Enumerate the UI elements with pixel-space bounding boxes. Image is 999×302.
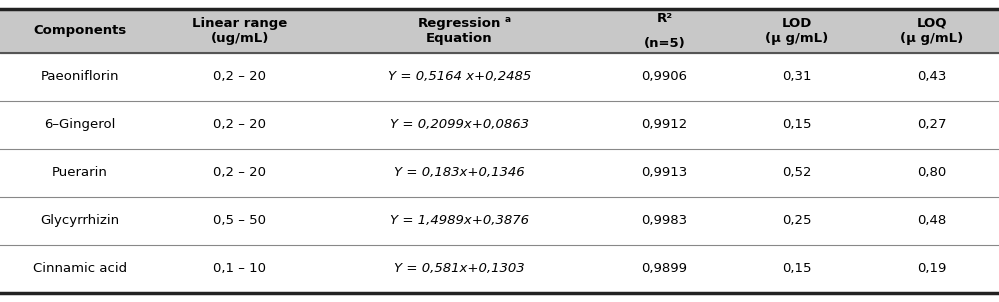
- Text: Y = 0,183x+0,1346: Y = 0,183x+0,1346: [395, 166, 524, 179]
- Text: 0,9906: 0,9906: [641, 70, 687, 83]
- Text: 0,9899: 0,9899: [641, 262, 687, 275]
- Text: Y = 0,5164 x+0,2485: Y = 0,5164 x+0,2485: [388, 70, 531, 83]
- Text: 0,9983: 0,9983: [641, 214, 687, 227]
- Bar: [0, 9, 999, 53]
- Text: Y = 1,4989x+0,3876: Y = 1,4989x+0,3876: [390, 214, 529, 227]
- Text: 0,43: 0,43: [917, 70, 946, 83]
- Text: 0,31: 0,31: [782, 70, 811, 83]
- Text: 0,48: 0,48: [917, 214, 946, 227]
- Text: 0,1 – 10: 0,1 – 10: [213, 262, 267, 275]
- Text: LOD
(μ g/mL): LOD (μ g/mL): [765, 17, 828, 45]
- Text: Linear range
(ug/mL): Linear range (ug/mL): [192, 17, 288, 45]
- Text: 0,25: 0,25: [782, 214, 811, 227]
- Text: (n=5): (n=5): [643, 37, 685, 50]
- Text: Paeoniflorin: Paeoniflorin: [41, 70, 119, 83]
- Text: Y = 0,581x+0,1303: Y = 0,581x+0,1303: [395, 262, 524, 275]
- Text: 0,27: 0,27: [917, 118, 946, 131]
- Text: Y = 0,2099x+0,0863: Y = 0,2099x+0,0863: [390, 118, 529, 131]
- Text: R²: R²: [656, 12, 672, 25]
- Text: Cinnamic acid: Cinnamic acid: [33, 262, 127, 275]
- Text: 0,2 – 20: 0,2 – 20: [213, 118, 267, 131]
- Text: 0,9912: 0,9912: [641, 118, 687, 131]
- Text: Regression
Equation: Regression Equation: [418, 17, 501, 45]
- Text: 0,80: 0,80: [917, 166, 946, 179]
- Text: LOQ
(μ g/mL): LOQ (μ g/mL): [900, 17, 963, 45]
- Text: 0,19: 0,19: [917, 262, 946, 275]
- Text: 6–Gingerol: 6–Gingerol: [44, 118, 116, 131]
- Text: 0,15: 0,15: [782, 262, 811, 275]
- Text: 0,2 – 20: 0,2 – 20: [213, 70, 267, 83]
- Text: 0,9913: 0,9913: [641, 166, 687, 179]
- Text: Components: Components: [33, 24, 127, 37]
- Text: Glycyrrhizin: Glycyrrhizin: [40, 214, 120, 227]
- Text: a: a: [504, 15, 510, 24]
- Text: 0,2 – 20: 0,2 – 20: [213, 166, 267, 179]
- Text: 0,5 – 50: 0,5 – 50: [213, 214, 267, 227]
- Text: 0,15: 0,15: [782, 118, 811, 131]
- Text: 0,52: 0,52: [782, 166, 811, 179]
- Text: Puerarin: Puerarin: [52, 166, 108, 179]
